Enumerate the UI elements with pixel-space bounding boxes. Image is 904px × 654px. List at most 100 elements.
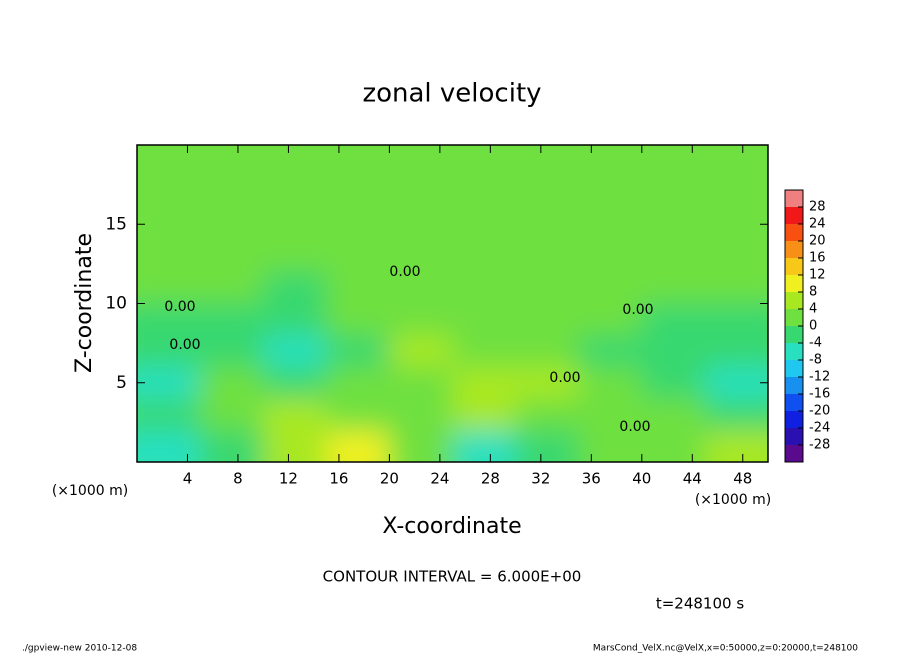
field-cell — [578, 271, 643, 304]
x-axis-label: X-coordinate — [382, 514, 521, 539]
colorbar-cell — [785, 258, 803, 275]
field-cell — [326, 208, 390, 241]
field-cell — [326, 176, 390, 209]
field-cell — [389, 208, 453, 241]
colorbar-cell — [785, 275, 803, 292]
colorbar-cell — [785, 428, 803, 445]
field-cell — [515, 303, 580, 336]
field-cell — [263, 430, 327, 462]
field-cell — [515, 366, 580, 400]
field-cell — [200, 271, 264, 304]
axes: 4 8 12 16 20 24 28 32 36 40 44 4851015-28-24-20-16-… — [105, 144, 830, 488]
field-cell — [137, 335, 201, 368]
field-cell — [515, 145, 580, 178]
field-cell — [452, 398, 517, 431]
y-tick-label: 15 — [105, 214, 127, 234]
colorbar-cell — [785, 241, 803, 258]
field-cell — [704, 430, 768, 462]
field-cell — [452, 271, 517, 304]
colorbar-tick-label: 0 — [809, 319, 817, 334]
field-cell — [200, 145, 264, 178]
field-cell — [641, 335, 706, 368]
x-tick-label: 28 — [481, 470, 500, 488]
field-cell — [452, 208, 517, 241]
field-cell — [263, 176, 327, 209]
colorbar-tick-label: -4 — [809, 336, 822, 351]
x-tick-label: 32 — [531, 470, 550, 488]
x-tick-label: 12 — [279, 470, 298, 488]
field-cell — [200, 335, 264, 368]
field-cell — [326, 366, 390, 400]
y-unit: (×1000 m) — [52, 483, 128, 499]
field-cell — [452, 303, 517, 336]
field-cell — [704, 271, 768, 304]
field: 0.00 0.00 0.00 0.00 0.00 0.00 — [137, 145, 768, 462]
footer-left: ./gpview-new 2010-12-08 — [22, 644, 137, 654]
field-cell — [389, 398, 453, 431]
field-cell — [578, 303, 643, 336]
footer-right: MarsCond_VelX.nc@VelX,x=0:50000,z=0:2000… — [593, 644, 858, 654]
contour-label: 0.00 — [389, 264, 420, 280]
colorbar-tick-label: -8 — [809, 353, 822, 368]
field-cell — [704, 240, 768, 273]
colorbar-cell — [785, 411, 803, 428]
field-cell — [578, 335, 643, 368]
x-tick-label: 4 — [183, 470, 193, 488]
colorbar-tick-label: -16 — [809, 387, 830, 402]
contour-interval: CONTOUR INTERVAL = 6.000E+00 — [323, 568, 582, 586]
field-cell — [641, 271, 706, 304]
field-cell — [641, 398, 706, 431]
field-cell — [578, 176, 643, 209]
colorbar-cell — [785, 394, 803, 411]
field-cell — [137, 271, 201, 304]
field-cell — [326, 335, 390, 368]
field-cell — [641, 240, 706, 273]
x-tick-label: 24 — [430, 470, 449, 488]
field-cell — [452, 145, 517, 178]
field-cell — [326, 303, 390, 336]
colorbar-tick-label: 16 — [809, 251, 826, 266]
x-tick-label: 20 — [380, 470, 399, 488]
colorbar-tick-label: -20 — [809, 404, 830, 419]
field-cell — [200, 430, 264, 462]
field-cell — [515, 430, 580, 462]
field-cell — [326, 271, 390, 304]
field-cell — [704, 335, 768, 368]
field-cell — [704, 145, 768, 178]
field-cell — [641, 303, 706, 336]
x-unit: (×1000 m) — [695, 492, 771, 508]
field-cell — [326, 430, 390, 462]
field-cell — [389, 303, 453, 336]
y-axis-label: Z-coordinate — [72, 233, 97, 373]
field-cell — [137, 303, 201, 336]
field-cell — [389, 145, 453, 178]
colorbar-tick-label: 24 — [809, 217, 826, 232]
field-cell — [515, 271, 580, 304]
chart-title: zonal velocity — [362, 79, 541, 109]
field-cell — [641, 208, 706, 241]
field-cell — [452, 176, 517, 209]
field-cell — [452, 366, 517, 400]
colorbar-cell — [785, 190, 803, 207]
field-cell — [137, 366, 201, 400]
field-cell — [452, 335, 517, 368]
field-cell — [200, 240, 264, 273]
field-cell — [137, 145, 201, 178]
field-cell — [263, 366, 327, 400]
contour-label: 0.00 — [622, 302, 653, 318]
field-cell — [704, 398, 768, 431]
colorbar-tick-label: -28 — [809, 438, 830, 453]
field-cell — [326, 145, 390, 178]
colorbar-tick-label: -12 — [809, 370, 830, 385]
field-cell — [389, 430, 453, 462]
colorbar-cell — [785, 292, 803, 309]
contour-label: 0.00 — [619, 419, 650, 435]
contour-label: 0.00 — [549, 370, 580, 386]
colorbar-cell — [785, 207, 803, 224]
field-cell — [704, 366, 768, 400]
field-cell — [326, 240, 390, 273]
time-label: t=248100 s — [656, 595, 744, 613]
field-cell — [578, 398, 643, 431]
field-cell — [641, 176, 706, 209]
field-cell — [263, 208, 327, 241]
